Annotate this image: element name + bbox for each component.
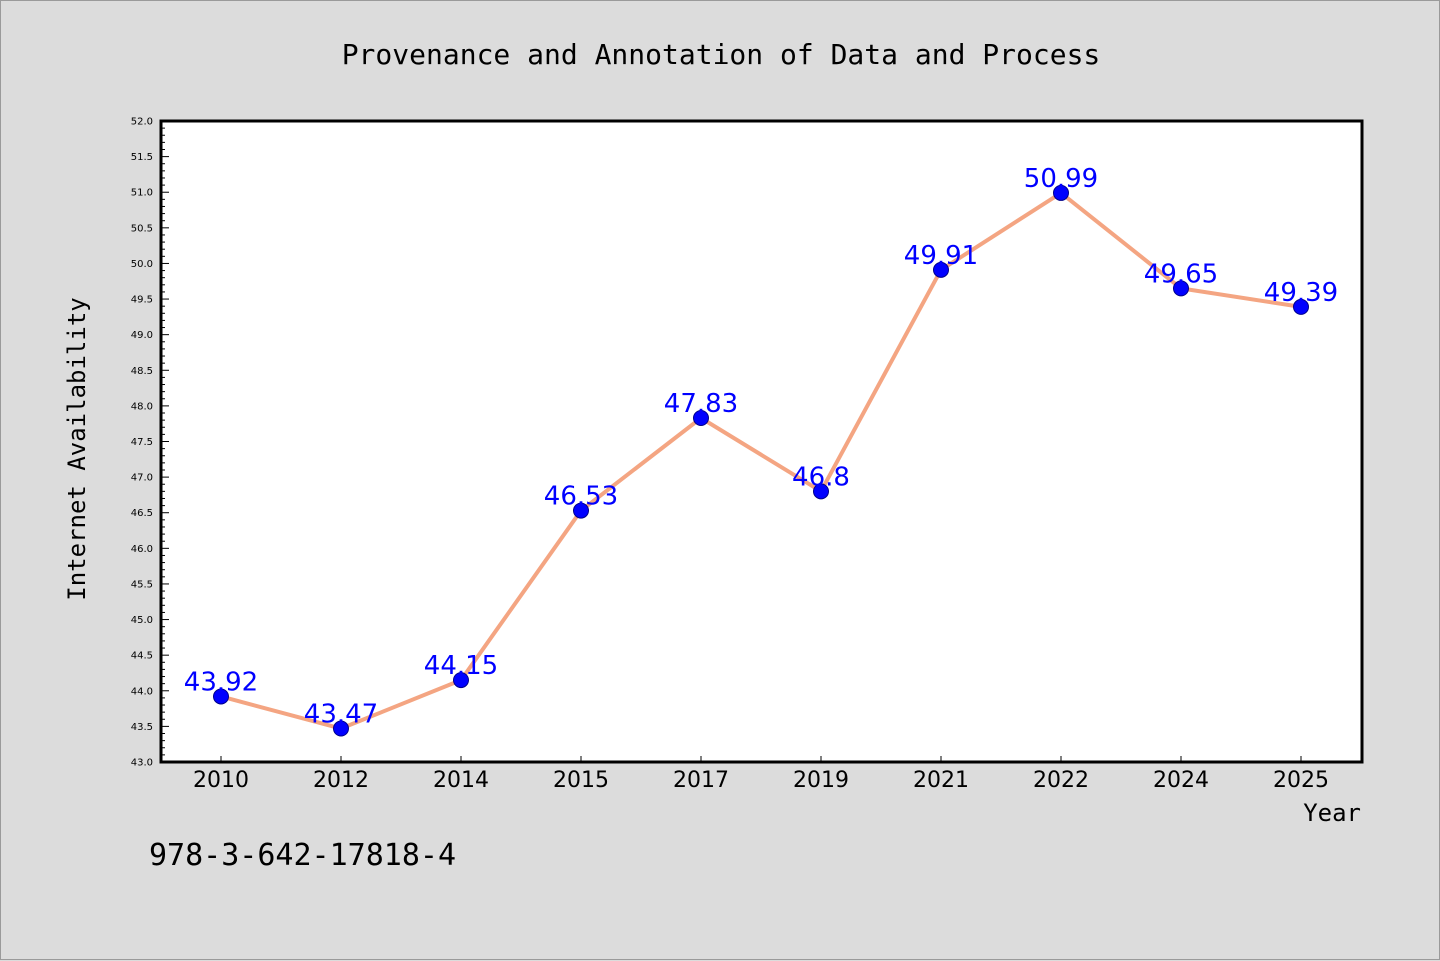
y-tick-label: 48.0	[131, 401, 153, 412]
y-tick-label: 43.5	[131, 722, 153, 733]
chart-title: Provenance and Annotation of Data and Pr…	[342, 38, 1101, 71]
data-label: 49.65	[1144, 259, 1218, 289]
data-label: 46.53	[544, 482, 618, 512]
y-tick-label: 43.0	[131, 758, 153, 769]
data-label: 50.99	[1024, 164, 1098, 194]
data-label: 44.15	[424, 651, 498, 681]
data-point-marker	[213, 688, 229, 705]
data-label: 49.39	[1264, 278, 1338, 308]
data-label: 49.91	[904, 241, 978, 271]
data-label: 43.92	[184, 667, 258, 697]
plot-area-background	[161, 121, 1362, 762]
y-tick-label: 51.5	[131, 152, 153, 163]
y-tick-label: 48.5	[131, 366, 153, 377]
data-label: 43.47	[304, 700, 378, 730]
x-tick-label: 2024	[1153, 768, 1209, 793]
y-tick-label: 45.0	[131, 615, 153, 626]
x-axis-label: Year	[1303, 799, 1361, 827]
x-tick-label: 2021	[913, 768, 969, 793]
series-line	[219, 190, 1303, 731]
x-tick-label: 2017	[673, 768, 729, 793]
y-tick-label: 51.0	[131, 188, 153, 199]
y-tick-label: 50.0	[131, 259, 153, 270]
x-tick-label: 2015	[553, 768, 609, 793]
y-axis-label: Internet Availability	[63, 297, 91, 600]
data-point-marker	[813, 483, 829, 500]
footer-identifier: 978-3-642-17818-4	[149, 838, 456, 873]
y-tick-label: 45.5	[131, 579, 153, 590]
data-point-marker	[573, 502, 589, 519]
data-point-marker	[1173, 280, 1189, 297]
y-tick-label: 52.0	[131, 117, 153, 128]
x-tick-label: 2022	[1033, 768, 1089, 793]
data-point-marker	[453, 672, 469, 689]
y-tick-label: 49.0	[131, 330, 153, 341]
y-tick-label: 44.0	[131, 686, 153, 697]
x-tick-label: 2019	[793, 768, 849, 793]
data-point-marker	[933, 261, 949, 278]
plot-area-border	[159, 119, 1364, 764]
data-point-marker	[693, 409, 709, 426]
series-layer: 43.92 43.47 44.15 46.53 47.83 46.8 49.91 50.99 4…	[184, 164, 1338, 737]
data-point-marker	[1293, 298, 1309, 315]
y-tick-label: 49.5	[131, 295, 153, 306]
data-point-marker	[1053, 184, 1069, 201]
x-axis-ticks: 2010 2012 2014 2015 2017 2019 2021 2022 2024 2025	[193, 756, 1329, 793]
y-tick-label: 44.5	[131, 651, 153, 662]
x-tick-label: 2025	[1273, 768, 1329, 793]
y-tick-label: 50.5	[131, 223, 153, 234]
data-point-marker	[333, 720, 349, 737]
y-tick-label: 47.5	[131, 437, 153, 448]
x-tick-label: 2014	[433, 768, 489, 793]
y-tick-label: 47.0	[131, 473, 153, 484]
data-label: 46.8	[792, 462, 850, 492]
y-tick-label: 46.0	[131, 544, 153, 555]
x-tick-label: 2010	[193, 768, 249, 793]
x-tick-label: 2012	[313, 768, 369, 793]
data-label: 47.83	[664, 389, 738, 419]
y-tick-label: 46.5	[131, 508, 153, 519]
